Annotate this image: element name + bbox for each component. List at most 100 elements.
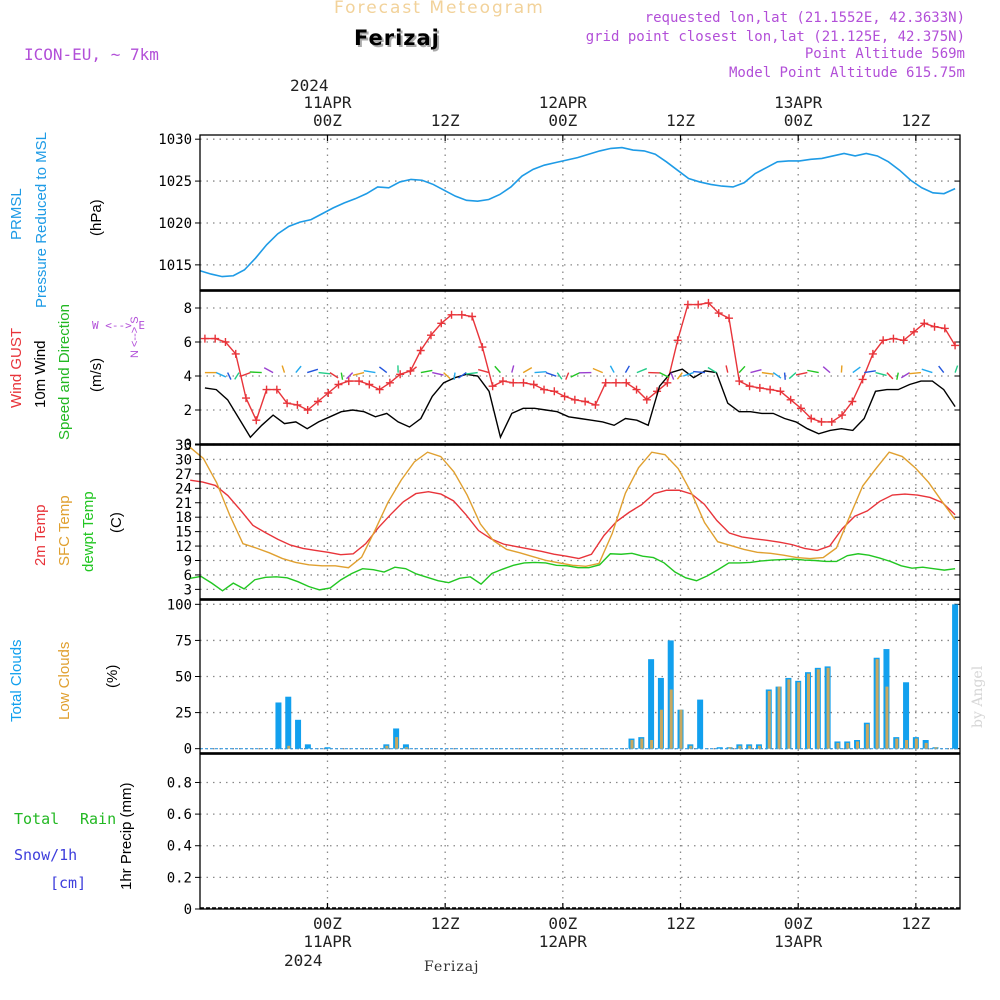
gust-point <box>550 387 559 396</box>
wind-arrow <box>852 366 861 374</box>
wind-arrow <box>318 371 331 375</box>
bottom-axis-year: 2024 <box>284 951 323 970</box>
gust-point <box>498 377 507 386</box>
gust-point <box>211 334 220 343</box>
y-tick-label: 0 <box>184 437 192 453</box>
dewpt-series <box>190 552 956 592</box>
low-cloud-bar <box>679 709 683 749</box>
low-cloud-bar <box>914 738 918 749</box>
bottom-axis-date: 13APR <box>774 932 823 951</box>
low-cloud-bar <box>836 742 840 749</box>
low-cloud-bar <box>875 659 879 749</box>
bottom-axis-date: 11APR <box>303 932 352 951</box>
low-cloud-bar <box>650 740 654 749</box>
precip-label-cm: [cm] <box>50 874 87 892</box>
wind-arrow <box>636 367 648 374</box>
bottom-axis-time: 00Z <box>548 914 578 933</box>
wind-arrow <box>659 371 670 378</box>
gust-point <box>570 395 579 404</box>
top-axis-date: 12APR <box>538 93 587 112</box>
y-tick-label: 21 <box>175 496 192 512</box>
wind-arrow <box>352 371 365 376</box>
wind-arrow <box>750 368 762 374</box>
wind-arrow <box>707 366 717 374</box>
wind-arrow <box>545 371 557 377</box>
gust-point <box>827 417 836 426</box>
wind-arrow <box>363 370 376 374</box>
top-axis-time: 00Z <box>313 111 342 130</box>
gust-point <box>673 336 682 345</box>
low-cloud-bar <box>395 737 399 749</box>
gust-point <box>293 400 302 409</box>
low-cloud-bar <box>630 740 634 749</box>
low-cloud-bar <box>934 747 938 749</box>
gust-point <box>755 383 764 392</box>
point-altitude: Point Altitude 569m <box>804 46 965 62</box>
top-axis-year: 2024 <box>290 76 329 95</box>
gust-point <box>272 385 281 394</box>
low-cloud-bar <box>757 745 761 749</box>
low-cloud-bar <box>767 690 771 749</box>
panel-frame <box>199 599 961 754</box>
gust-point <box>519 378 528 387</box>
gust-point <box>714 309 723 318</box>
gust-point <box>858 375 867 384</box>
y-tick-label: 1025 <box>158 174 192 190</box>
bottom-axis-time: 12Z <box>901 914 931 933</box>
gust-point <box>385 378 394 387</box>
precip-label-rain: Rain <box>80 810 117 828</box>
gust-point <box>221 338 230 346</box>
gust-point <box>375 385 384 394</box>
low-cloud-bar <box>640 738 644 749</box>
pressure-series <box>199 146 956 278</box>
total-cloud-bar <box>952 604 959 749</box>
wind-compass-we: W <--> E <box>92 319 145 332</box>
wind-arrow <box>494 365 501 374</box>
wind-arrow <box>900 372 910 379</box>
gust-point <box>642 395 651 404</box>
gust-point <box>848 397 857 406</box>
gust-point <box>468 312 477 321</box>
y-tick-label: 0.8 <box>167 775 192 791</box>
y-tick-label: 25 <box>175 706 192 722</box>
low-cloud-bar <box>738 745 742 749</box>
wind-arrow <box>909 371 922 375</box>
gust-point <box>242 394 251 403</box>
wind-arrow <box>511 365 515 373</box>
gust-point <box>313 397 322 406</box>
gust-point <box>786 395 795 404</box>
wind-arrow <box>329 372 339 379</box>
wind-arrow <box>864 370 876 374</box>
model-point-altitude: Model Point Altitude 615.75m <box>728 65 965 81</box>
wind-arrow <box>761 371 774 375</box>
wind-arrow <box>409 366 418 374</box>
wind-arrow <box>954 365 959 373</box>
gust-point <box>622 378 631 387</box>
panel-frame <box>199 753 961 910</box>
wind-arrow <box>345 372 354 380</box>
low-cloud-bar <box>816 669 820 749</box>
gust-point <box>252 416 261 425</box>
wind-arrow <box>340 372 344 380</box>
total-cloud-bar <box>285 696 292 749</box>
gust-point <box>745 382 754 391</box>
wind-arrow <box>772 372 782 379</box>
low-cloud-bar <box>659 709 663 749</box>
gust-point <box>611 378 620 387</box>
wind-arrow <box>725 365 729 373</box>
y-tick-label: 9 <box>184 554 192 570</box>
gust-point <box>355 377 364 386</box>
precip-label-snow: Snow/1h <box>14 846 78 864</box>
total-cloud-bar <box>716 747 723 749</box>
y-tick-label: 0.2 <box>167 870 192 886</box>
wind-arrow <box>886 372 894 380</box>
gust-point <box>231 349 240 358</box>
top-axis-time: 12Z <box>901 111 931 130</box>
gust-point <box>766 385 775 394</box>
wind-arrow <box>783 372 786 380</box>
low-cloud-bar <box>826 667 830 749</box>
wind-arrow <box>682 371 694 377</box>
gust-point <box>334 380 343 389</box>
y-tick-label: 75 <box>175 633 192 649</box>
